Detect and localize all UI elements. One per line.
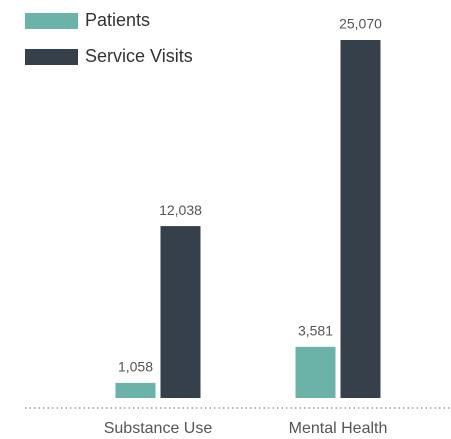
bar bbox=[340, 40, 381, 398]
value-label: 12,038 bbox=[159, 202, 202, 218]
bar bbox=[115, 382, 156, 398]
legend-swatch bbox=[25, 13, 78, 29]
legend-swatch bbox=[25, 49, 78, 65]
value-label: 3,581 bbox=[298, 323, 333, 339]
bar bbox=[160, 226, 201, 398]
legend-label: Patients bbox=[85, 10, 150, 30]
legend-label: Service Visits bbox=[85, 46, 193, 66]
value-label: 1,058 bbox=[118, 359, 153, 375]
bar bbox=[295, 346, 336, 398]
category-label: Mental Health bbox=[289, 420, 388, 437]
value-label: 25,070 bbox=[339, 16, 382, 32]
category-label: Substance Use bbox=[104, 420, 213, 437]
